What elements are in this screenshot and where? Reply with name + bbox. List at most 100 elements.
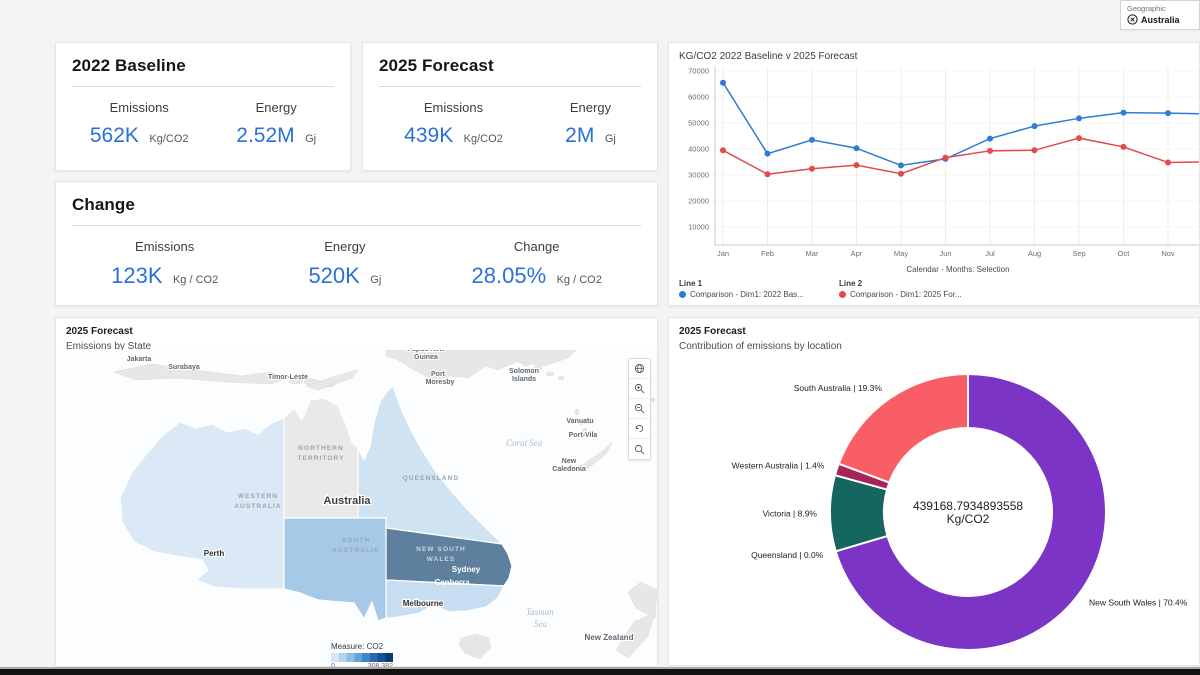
svg-text:South Australia | 19.3%: South Australia | 19.3% (794, 383, 883, 393)
svg-text:Mar: Mar (806, 249, 819, 258)
place-label-timor-leste: Timor-Leste (268, 374, 308, 381)
legend-series-label: Comparison - Dim1: 2022 Bas... (690, 290, 804, 299)
card-change: Change Emissions 123K Kg / CO2 Energy 52… (55, 181, 658, 306)
place-label-jakarta: Jakarta (127, 356, 152, 363)
kpi-value: 520K (308, 263, 360, 288)
svg-text:Nov: Nov (1161, 249, 1175, 258)
map-subtitle: Emissions by State (66, 341, 152, 352)
map-canvas[interactable]: Coral Sea Tasman Sea WESTERN AUSTRALIA N… (56, 350, 657, 666)
svg-text:Feb: Feb (761, 249, 774, 258)
svg-text:Western Australia | 1.4%: Western Australia | 1.4% (732, 460, 825, 470)
taskbar-strip (0, 667, 1200, 675)
card-title: Change (72, 195, 135, 214)
state-label-nt: NORTHERN (298, 445, 344, 452)
kpi-unit: Kg/CO2 (463, 133, 503, 145)
kpi-unit: Gj (305, 133, 317, 145)
kpi-change-emissions: Emissions 123K Kg / CO2 (111, 239, 218, 289)
place-label-new-caledonia: New (562, 458, 577, 465)
kpi-value: 28.05% (471, 263, 547, 288)
globe-icon[interactable] (629, 359, 650, 379)
kpi-unit: Kg/CO2 (149, 133, 189, 145)
kpi-value: 2.52M (236, 124, 295, 147)
svg-text:Jul: Jul (985, 249, 995, 258)
donut-subtitle: Contribution of emissions by location (679, 341, 842, 352)
city-label-sydney: Sydney (452, 565, 481, 574)
svg-text:Jun: Jun (939, 249, 951, 258)
city-label-canberra: Canberra (434, 578, 470, 587)
zoom-in-icon[interactable] (629, 379, 650, 399)
svg-text:Oct: Oct (1118, 249, 1131, 258)
kpi-label: Emissions (423, 100, 484, 115)
svg-text:439168.7934893558: 439168.7934893558 (913, 499, 1023, 513)
kpi-label: Energy (569, 100, 612, 115)
svg-text:20000: 20000 (688, 197, 709, 206)
kpi-change-energy: Energy 520K Gj (308, 239, 381, 289)
kpi-value: 439K (404, 124, 454, 147)
place-label-new-zealand: New Zealand (585, 633, 634, 642)
place-label-png: Papua New (407, 350, 445, 353)
kpi-unit: Kg / CO2 (556, 274, 602, 286)
geographic-filter-chip[interactable]: Geographic Australia (1120, 0, 1200, 30)
legend-item-line2[interactable]: Line 2 Comparison - Dim1: 2025 For... (839, 279, 969, 299)
card-title: 2025 Forecast (379, 56, 494, 75)
state-label-nsw-2: WALES (427, 556, 456, 563)
svg-text:Kg/CO2: Kg/CO2 (947, 512, 990, 526)
donut-title: 2025 Forecast (679, 326, 746, 337)
x-axis-label: Calendar - Months: Selection (906, 265, 1010, 274)
svg-text:May: May (894, 249, 908, 258)
kpi-forecast-emissions: Emissions 439K Kg/CO2 (404, 100, 503, 148)
svg-text:70000: 70000 (688, 67, 709, 76)
map-legend-title: Measure: CO2 (331, 642, 384, 651)
state-label-nt-2: TERRITORY (297, 455, 344, 462)
map-color-legend: Measure: CO2 0 308,382 (331, 642, 401, 670)
state-tasmania (457, 632, 493, 661)
place-label-new-caledonia-2: Caledonia (552, 466, 586, 473)
donut-chart[interactable]: New South Wales | 70.4% Queensland | 0.0%… (669, 318, 1199, 665)
divider (379, 86, 641, 87)
kpi-forecast-energy: Energy 2M Gj (565, 100, 616, 148)
australia-states[interactable] (119, 385, 513, 661)
map-title: 2025 Forecast (66, 326, 133, 337)
map-toolbar (628, 358, 651, 460)
svg-text:50000: 50000 (688, 119, 709, 128)
kpi-unit: Gj (604, 133, 616, 145)
legend-series-name: Line 1 (679, 279, 703, 288)
kpi-value: 2M (565, 124, 595, 147)
card-donut-chart: 2025 Forecast Contribution of emissions … (668, 317, 1200, 666)
reset-icon[interactable] (629, 419, 650, 439)
line-chart[interactable]: 10000 20000 30000 40000 50000 60000 70000 Jan Fe… (669, 43, 1200, 305)
country-label-australia: Australia (323, 495, 371, 507)
kpi-baseline-emissions: Emissions 562K Kg/CO2 (90, 100, 189, 148)
sea-label-coral: Coral Sea (506, 438, 543, 448)
place-label-solomon-2: Islands (512, 376, 536, 383)
svg-text:Victoria | 8.9%: Victoria | 8.9% (763, 508, 818, 518)
kpi-change-percent: Change 28.05% Kg / CO2 (472, 239, 602, 289)
zoom-out-icon[interactable] (629, 399, 650, 419)
neighbor-landmass (113, 350, 657, 659)
legend-series-name: Line 2 (839, 279, 863, 288)
state-label-nsw: NEW SOUTH (416, 546, 466, 553)
svg-text:Sep: Sep (1072, 249, 1085, 258)
svg-text:Apr: Apr (851, 249, 863, 258)
place-label-solomon: Solomon (509, 368, 539, 375)
divider (72, 225, 641, 226)
card-2025-forecast: 2025 Forecast Emissions 439K Kg/CO2 Ener… (362, 42, 658, 171)
circle-x-icon[interactable] (1127, 14, 1138, 25)
state-label-sa: SOUTH (342, 537, 370, 544)
place-label-port-vila: Port-Vila (569, 432, 598, 439)
line-chart-title: KG/CO2 2022 Baseline v 2025 Forecast (679, 51, 858, 62)
kpi-label: Change (513, 239, 560, 254)
svg-text:40000: 40000 (688, 145, 709, 154)
search-icon[interactable] (629, 439, 650, 459)
state-label-qld: QUEENSLAND (403, 475, 460, 482)
legend-series-label: Comparison - Dim1: 2025 For... (850, 290, 962, 299)
card-map: 2025 Forecast Emissions by State (55, 317, 658, 670)
place-label-port-moresby: Port (431, 371, 446, 378)
city-label-melbourne: Melbourne (403, 599, 444, 608)
svg-text:New South Wales | 70.4%: New South Wales | 70.4% (1089, 597, 1188, 607)
kpi-label: Emissions (135, 239, 195, 254)
svg-text:Jan: Jan (717, 249, 729, 258)
state-south-australia (283, 517, 387, 622)
legend-item-line1[interactable]: Line 1 Comparison - Dim1: 2022 Bas... (679, 279, 809, 299)
card-title: 2022 Baseline (72, 56, 186, 75)
